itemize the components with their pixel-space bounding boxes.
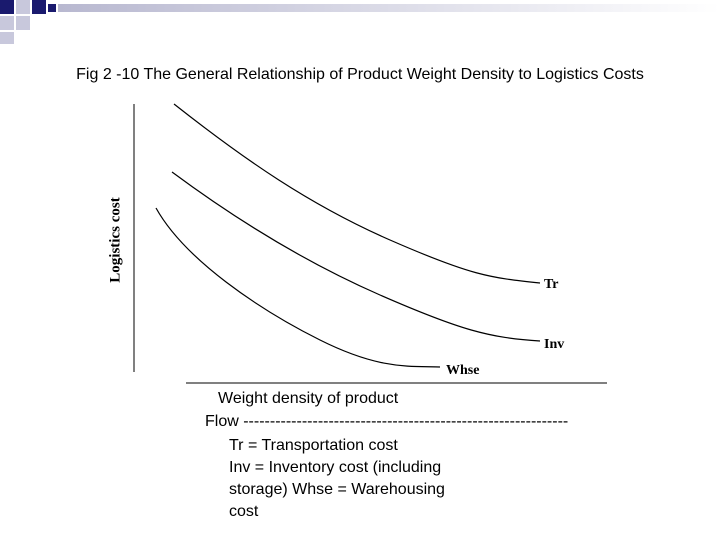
- decorative-header-bar: [0, 0, 720, 44]
- series-line-whse: [155, 207, 441, 368]
- series-label-inv: Inv: [544, 337, 564, 352]
- series-label-tr: Tr: [544, 277, 559, 292]
- deco-gradient-bar: [58, 4, 720, 12]
- caption-legend-cost: cost: [229, 503, 259, 520]
- caption-legend-whse: storage) Whse = Warehousing: [229, 481, 445, 498]
- deco-square-light-4: [0, 32, 14, 44]
- deco-square-light-2: [0, 16, 14, 30]
- deco-square-light-1: [16, 0, 30, 14]
- deco-square-dark-2: [32, 0, 46, 14]
- series-line-tr: [173, 103, 541, 284]
- deco-square-dark-3: [48, 4, 56, 12]
- caption-legend-tr: Tr = Transportation cost: [229, 437, 398, 454]
- series-label-whse: Whse: [446, 363, 479, 378]
- caption-flow-line: Flow -----------------------------------…: [205, 413, 569, 430]
- series-line-inv: [171, 171, 541, 342]
- caption-legend-inv: Inv = Inventory cost (including: [229, 459, 442, 476]
- deco-square-light-3: [16, 16, 30, 30]
- chart-title: Fig 2 -10 The General Relationship of Pr…: [76, 66, 644, 83]
- y-axis-label: Logistics cost: [107, 197, 124, 283]
- deco-square-dark-1: [0, 0, 14, 14]
- x-axis-label: Weight density of product: [218, 390, 399, 407]
